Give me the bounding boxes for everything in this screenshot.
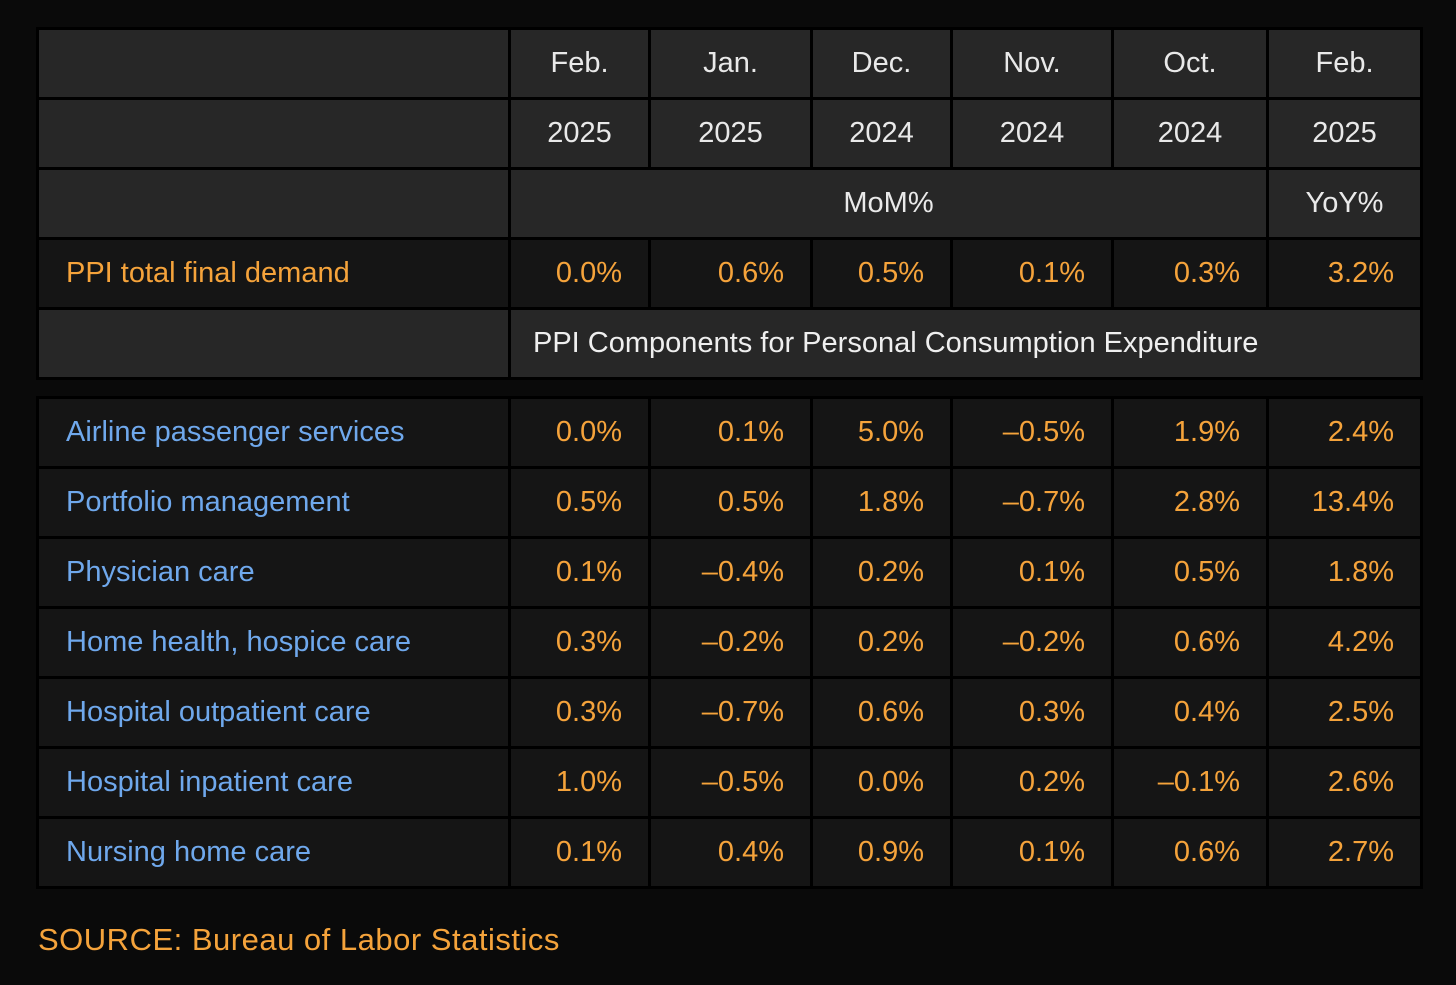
value-cell: 0.2%	[810, 536, 953, 609]
value-cell: –0.4%	[648, 536, 813, 609]
value-cell: –0.5%	[950, 396, 1114, 469]
value-cell: –0.7%	[950, 466, 1114, 539]
month-header: Jan.	[648, 27, 813, 100]
value-cell: 0.6%	[1111, 606, 1269, 679]
value-cell: 0.6%	[648, 237, 813, 310]
value-cell: 0.1%	[508, 536, 651, 609]
value-cell: –0.2%	[950, 606, 1114, 679]
value-cell: 0.2%	[810, 606, 953, 679]
value-cell: 2.5%	[1266, 676, 1423, 749]
value-cell: 0.1%	[950, 237, 1114, 310]
value-cell: 2.4%	[1266, 396, 1423, 469]
section-header: PPI Components for Personal Consumption …	[508, 307, 1423, 380]
value-cell: 3.2%	[1266, 237, 1423, 310]
value-cell: 0.0%	[508, 237, 651, 310]
spacer-row	[38, 379, 1422, 398]
ppi-table-wrapper: Feb. Jan. Dec. Nov. Oct. Feb. 2025 2025 …	[36, 27, 1423, 889]
row-label: Hospital outpatient care	[36, 676, 511, 749]
value-cell: 0.5%	[1111, 536, 1269, 609]
table-row: Physician care 0.1% –0.4% 0.2% 0.1% 0.5%…	[36, 536, 1423, 609]
value-cell: 0.4%	[1111, 676, 1269, 749]
value-cell: 0.1%	[508, 816, 651, 889]
source-attribution: SOURCE: Bureau of Labor Statistics	[38, 922, 560, 957]
year-header: 2024	[810, 97, 953, 170]
value-cell: 0.5%	[648, 466, 813, 539]
ppi-table: Feb. Jan. Dec. Nov. Oct. Feb. 2025 2025 …	[36, 27, 1423, 889]
spacer-cell	[38, 379, 1422, 398]
measure-header-row: MoM% YoY%	[36, 167, 1423, 240]
value-cell: 0.3%	[1111, 237, 1269, 310]
value-cell: 0.9%	[810, 816, 953, 889]
empty-cell	[36, 97, 511, 170]
value-cell: 1.0%	[508, 746, 651, 819]
value-cell: 0.1%	[648, 396, 813, 469]
year-header-row: 2025 2025 2024 2024 2024 2025	[36, 97, 1423, 170]
value-cell: 0.3%	[950, 676, 1114, 749]
yoy-header: YoY%	[1266, 167, 1423, 240]
value-cell: 0.3%	[508, 606, 651, 679]
value-cell: 0.0%	[810, 746, 953, 819]
year-header: 2024	[1111, 97, 1269, 170]
value-cell: 0.6%	[1111, 816, 1269, 889]
value-cell: 2.6%	[1266, 746, 1423, 819]
section-header-row: PPI Components for Personal Consumption …	[36, 307, 1423, 380]
table-row: Airline passenger services 0.0% 0.1% 5.0…	[36, 396, 1423, 469]
month-header: Feb.	[1266, 27, 1423, 100]
value-cell: 1.9%	[1111, 396, 1269, 469]
value-cell: 4.2%	[1266, 606, 1423, 679]
value-cell: 2.7%	[1266, 816, 1423, 889]
mom-header: MoM%	[508, 167, 1269, 240]
month-header: Nov.	[950, 27, 1114, 100]
empty-corner-cell	[36, 27, 511, 100]
month-header: Dec.	[810, 27, 953, 100]
empty-cell	[36, 167, 511, 240]
row-label: Physician care	[36, 536, 511, 609]
value-cell: 1.8%	[810, 466, 953, 539]
value-cell: –0.1%	[1111, 746, 1269, 819]
row-label: Portfolio management	[36, 466, 511, 539]
row-label: Hospital inpatient care	[36, 746, 511, 819]
month-header: Feb.	[508, 27, 651, 100]
month-header-row: Feb. Jan. Dec. Nov. Oct. Feb.	[36, 27, 1423, 100]
table-row: Home health, hospice care 0.3% –0.2% 0.2…	[36, 606, 1423, 679]
value-cell: 0.2%	[950, 746, 1114, 819]
value-cell: 0.5%	[810, 237, 953, 310]
value-cell: 1.8%	[1266, 536, 1423, 609]
year-header: 2025	[508, 97, 651, 170]
value-cell: –0.7%	[648, 676, 813, 749]
value-cell: 5.0%	[810, 396, 953, 469]
value-cell: 0.3%	[508, 676, 651, 749]
value-cell: 0.6%	[810, 676, 953, 749]
total-row: PPI total final demand 0.0% 0.6% 0.5% 0.…	[36, 237, 1423, 310]
year-header: 2024	[950, 97, 1114, 170]
table-row: Hospital inpatient care 1.0% –0.5% 0.0% …	[36, 746, 1423, 819]
value-cell: 0.4%	[648, 816, 813, 889]
month-header: Oct.	[1111, 27, 1269, 100]
row-label-total: PPI total final demand	[36, 237, 511, 310]
row-label: Home health, hospice care	[36, 606, 511, 679]
value-cell: 13.4%	[1266, 466, 1423, 539]
value-cell: –0.2%	[648, 606, 813, 679]
value-cell: 2.8%	[1111, 466, 1269, 539]
value-cell: 0.1%	[950, 816, 1114, 889]
table-row: Nursing home care 0.1% 0.4% 0.9% 0.1% 0.…	[36, 816, 1423, 889]
year-header: 2025	[1266, 97, 1423, 170]
year-header: 2025	[648, 97, 813, 170]
empty-cell	[36, 307, 511, 380]
value-cell: 0.1%	[950, 536, 1114, 609]
value-cell: –0.5%	[648, 746, 813, 819]
value-cell: 0.5%	[508, 466, 651, 539]
table-row: Hospital outpatient care 0.3% –0.7% 0.6%…	[36, 676, 1423, 749]
value-cell: 0.0%	[508, 396, 651, 469]
row-label: Nursing home care	[36, 816, 511, 889]
row-label: Airline passenger services	[36, 396, 511, 469]
table-row: Portfolio management 0.5% 0.5% 1.8% –0.7…	[36, 466, 1423, 539]
